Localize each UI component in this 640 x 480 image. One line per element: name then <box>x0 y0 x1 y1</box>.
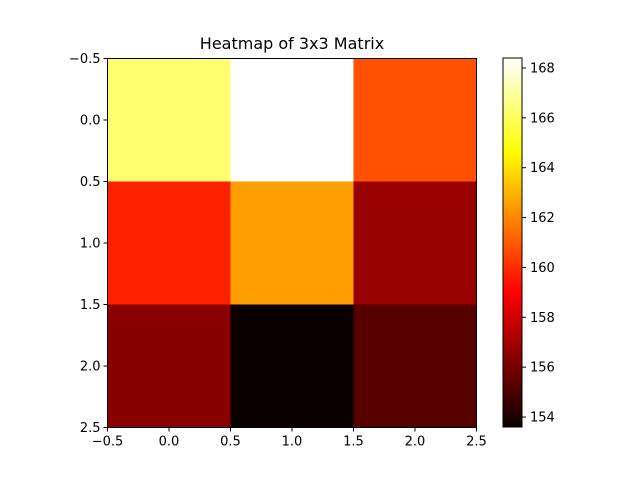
y-tick-label: −0.5 <box>69 52 101 67</box>
x-tick-label: 2.5 <box>466 435 487 450</box>
heatmap-cell-r0-c2 <box>353 58 477 182</box>
x-tick-label: −0.5 <box>92 435 124 450</box>
heatmap-cell-r1-c1 <box>230 181 354 305</box>
colorbar-axis: 154 156 158 160 162 164 166 168 <box>522 61 555 426</box>
y-tick-label: 1.5 <box>80 298 101 313</box>
x-tick-label: 1.5 <box>343 435 364 450</box>
y-tick-label: 0.5 <box>80 175 101 190</box>
chart-title: Heatmap of 3x3 Matrix <box>200 34 384 53</box>
colorbar-tick-label: 154 <box>530 411 555 426</box>
heatmap-cell-r2-c2 <box>353 304 477 428</box>
y-axis: −0.5 0.0 0.5 1.0 1.5 2.0 2.5 <box>69 52 108 436</box>
colorbar-tick-label: 166 <box>530 111 555 126</box>
x-tick-label: 1.0 <box>282 435 303 450</box>
colorbar-tick-label: 164 <box>530 161 555 176</box>
heatmap-cell-r1-c0 <box>107 181 231 305</box>
colorbar-tick-label: 156 <box>530 361 555 376</box>
heatmap-cell-r0-c0 <box>107 58 231 182</box>
heatmap-cell-r2-c1 <box>230 304 354 428</box>
y-tick-label: 0.0 <box>80 114 101 129</box>
heatmap-cell-r1-c2 <box>353 181 477 305</box>
colorbar-tick-label: 160 <box>530 261 555 276</box>
y-tick-label: 1.0 <box>80 237 101 252</box>
heatmap-cell-r2-c0 <box>107 304 231 428</box>
colorbar-tick-label: 158 <box>530 311 555 326</box>
y-tick-label: 2.0 <box>80 360 101 375</box>
x-tick-label: 0.5 <box>220 435 241 450</box>
colorbar <box>502 57 523 428</box>
heatmap-cell-r0-c1 <box>230 58 354 182</box>
colorbar-tick-label: 168 <box>530 61 555 76</box>
heatmap-cells <box>107 58 477 428</box>
x-tick-label: 0.0 <box>159 435 180 450</box>
x-axis: −0.5 0.0 0.5 1.0 1.5 2.0 2.5 <box>92 427 487 450</box>
x-tick-label: 2.0 <box>405 435 426 450</box>
colorbar-tick-label: 162 <box>530 211 555 226</box>
y-tick-label: 2.5 <box>80 421 101 436</box>
